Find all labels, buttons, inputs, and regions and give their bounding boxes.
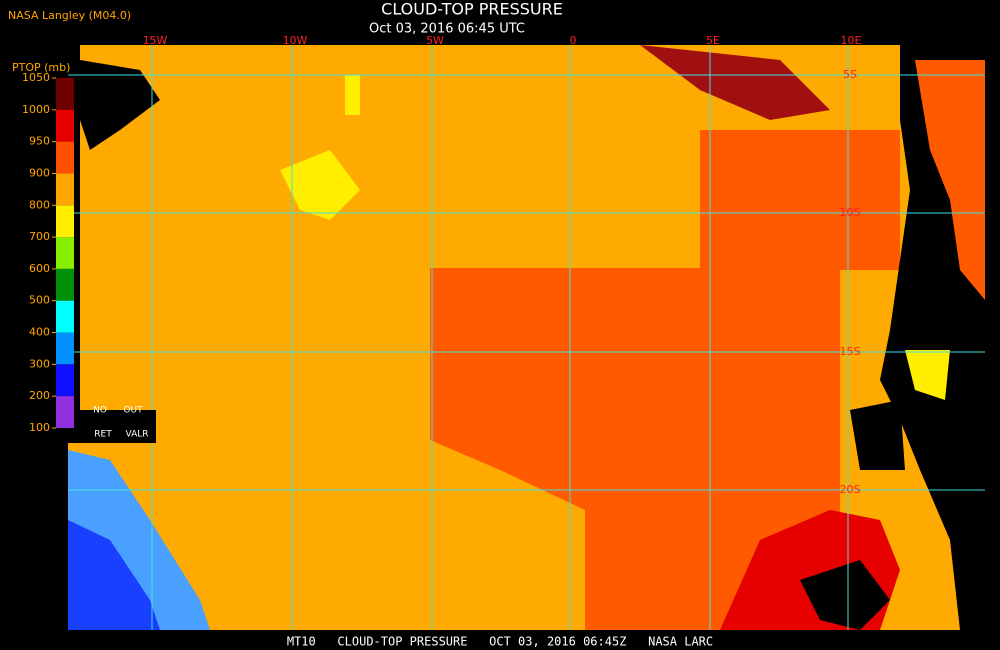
latitude-label: 10S: [840, 206, 861, 219]
legend-tick-label: 300: [29, 357, 50, 370]
latitude-label: 15S: [840, 345, 861, 358]
longitude-label: 10E: [841, 34, 862, 47]
legend-tick-label: 500: [29, 294, 50, 307]
legend-key: NO: [93, 406, 107, 416]
legend-tick-label: 100: [29, 421, 50, 434]
legend-swatch: [56, 268, 74, 301]
map-image: [68, 45, 985, 630]
graticule: 15W 10W 5W 0 5E 10E 5S 10S 15S 20S: [68, 34, 985, 630]
legend-tick-label: 600: [29, 262, 50, 275]
legend-tick-label: 950: [29, 135, 50, 148]
legend-swatch: [56, 141, 74, 174]
legend-key: RET: [94, 430, 112, 440]
longitude-label: 5W: [426, 34, 444, 47]
land-cloud: [915, 60, 985, 300]
legend-tick-label: 200: [29, 389, 50, 402]
mid-cloud-patch: [345, 75, 360, 115]
legend-key: OUT: [123, 406, 143, 416]
legend-tick-label: 1050: [22, 71, 50, 84]
legend-tick-label: 400: [29, 326, 50, 339]
source-label: NASA Langley (M04.0): [8, 9, 131, 22]
legend-title: PTOP (mb): [12, 61, 70, 74]
legend-tick-label: 700: [29, 230, 50, 243]
legend-key: VALR: [125, 430, 148, 440]
legend-tick-label: 1000: [22, 103, 50, 116]
land-cloud: [905, 350, 950, 400]
legend-swatch: [56, 364, 74, 397]
title: CLOUD-TOP PRESSURE: [381, 0, 563, 19]
latitude-label: 5S: [843, 68, 857, 81]
mid-cloud-region: [430, 130, 900, 630]
no-retrieval: [80, 60, 160, 150]
subtitle: Oct 03, 2016 06:45 UTC: [369, 22, 525, 37]
longitude-label: 15W: [143, 34, 168, 47]
legend-swatch: [56, 205, 74, 238]
high-pressure-blob: [640, 45, 830, 120]
legend-swatch: [56, 396, 74, 428]
longitude-label: 5E: [706, 34, 720, 47]
no-retrieval: [800, 560, 890, 630]
legend-swatch: [56, 237, 74, 269]
longitude-label: 0: [570, 34, 577, 47]
footer: MT10 CLOUD-TOP PRESSURE OCT 03, 2016 06:…: [287, 635, 713, 649]
legend: 1050 1000 950 900 800 700 600 500 400 300 200 100 NO…: [22, 71, 156, 443]
latitude-label: 20S: [840, 483, 861, 496]
legend-swatch: [56, 173, 74, 206]
legend-tick-label: 900: [29, 166, 50, 179]
legend-swatch: [56, 78, 74, 110]
high-cloud-region: [68, 520, 160, 630]
no-retrieval: [850, 400, 905, 470]
longitude-label: 10W: [283, 34, 308, 47]
mid-cloud-patch: [280, 150, 360, 220]
legend-swatch: [56, 332, 74, 365]
legend-tick-label: 800: [29, 198, 50, 211]
legend-swatch: [56, 109, 74, 142]
legend-swatch: [56, 300, 74, 333]
